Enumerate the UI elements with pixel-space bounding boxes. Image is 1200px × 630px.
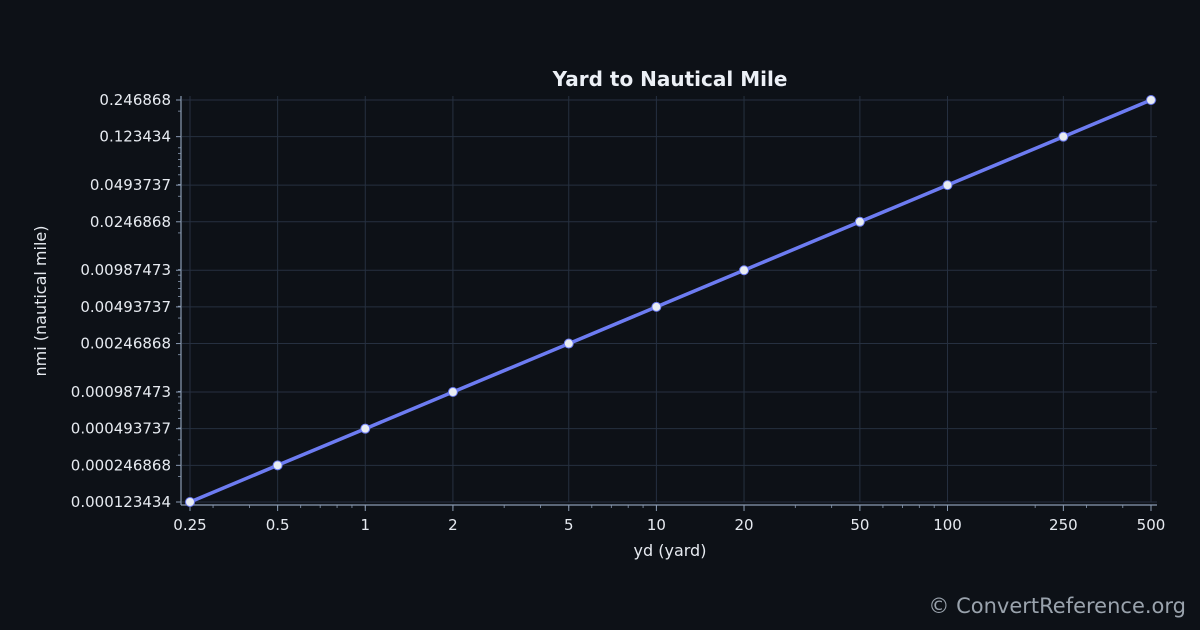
x-tick-label: 5 [564,516,574,534]
y-tick-label: 0.000123434 [71,493,171,511]
data-point [1058,131,1069,142]
y-axis-label: nmi (nautical mile) [31,226,50,377]
data-point [739,265,750,276]
y-tick-label: 0.246868 [99,91,171,109]
x-tick-label: 100 [933,516,962,534]
y-tick-label: 0.00246868 [80,335,171,353]
grid-layer [182,96,1157,503]
x-tick-label: 0.5 [266,516,290,534]
data-point [447,387,458,398]
x-axis-label: yd (yard) [634,541,707,560]
y-tick-label: 0.00987473 [80,261,171,279]
x-tick-label: 250 [1049,516,1078,534]
y-tick-label: 0.000987473 [71,383,171,401]
data-point [942,180,953,191]
y-tick-label: 0.00493737 [80,298,171,316]
chart-title: Yard to Nautical Mile [552,67,788,91]
data-point [563,338,574,349]
y-tick-label: 0.000493737 [71,420,171,438]
x-tick-label: 0.25 [173,516,206,534]
x-tick-label: 1 [360,516,370,534]
data-point [185,497,195,507]
data-layer [185,95,1156,507]
y-tick-label: 0.0246868 [90,213,171,231]
data-point [854,216,865,227]
credit-watermark: © ConvertReference.org [928,594,1186,618]
x-tick-label: 10 [647,516,666,534]
data-point [651,301,662,312]
y-tick-label: 0.0493737 [90,176,171,194]
data-point [272,460,283,471]
tick-labels: 0.25 0.5 1 2 5 10 20 50 100 250 500 0.000123434 0.00… [71,91,1166,534]
y-tick-label: 0.123434 [99,128,171,146]
data-point [1146,95,1156,105]
axis-layer [176,96,1157,511]
y-tick-label: 0.000246868 [71,456,171,474]
x-tick-label: 500 [1137,516,1166,534]
x-tick-label: 2 [448,516,458,534]
x-tick-label: 50 [850,516,869,534]
data-point [360,423,371,434]
x-tick-label: 20 [734,516,753,534]
